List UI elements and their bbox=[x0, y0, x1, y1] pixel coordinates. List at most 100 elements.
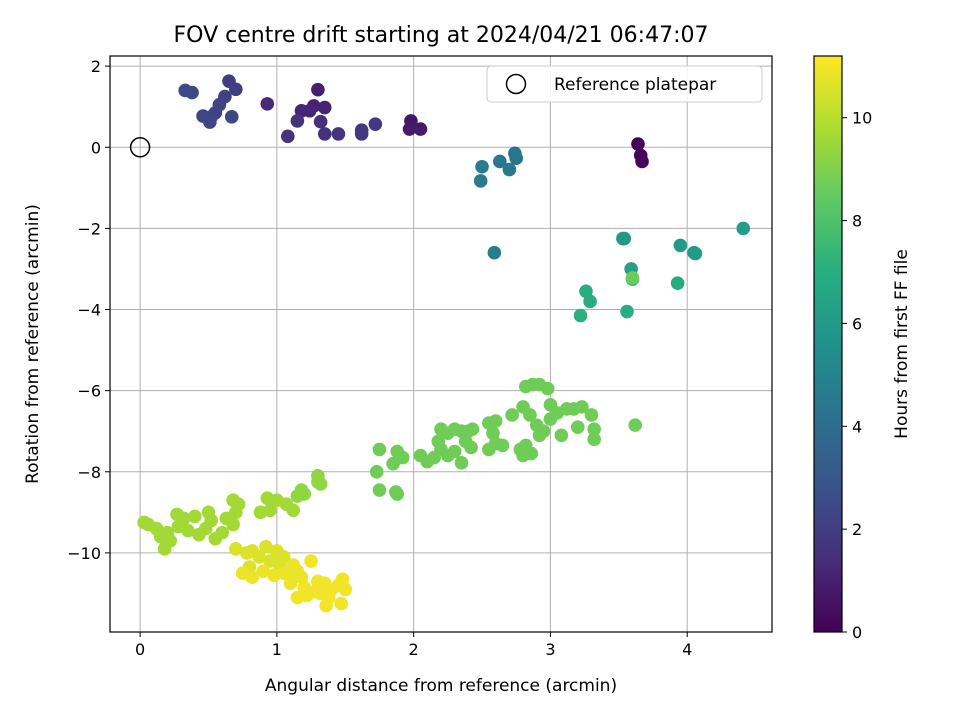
data-point bbox=[369, 464, 384, 479]
data-point bbox=[635, 154, 649, 169]
colorbar-tick-label: 4 bbox=[852, 417, 862, 436]
data-point bbox=[208, 531, 223, 546]
data-point bbox=[313, 114, 328, 129]
data-point bbox=[224, 110, 239, 124]
data-point bbox=[625, 271, 640, 285]
data-point bbox=[171, 519, 186, 534]
y-tick-label: −4 bbox=[77, 301, 101, 320]
data-point bbox=[502, 162, 517, 177]
data-point bbox=[413, 448, 428, 463]
data-point bbox=[628, 418, 643, 432]
x-axis-ticks: 0 1 2 3 4 bbox=[135, 632, 692, 659]
data-point bbox=[286, 558, 301, 572]
data-point bbox=[297, 487, 312, 501]
legend-entry-reference: Reference platepar bbox=[554, 75, 716, 95]
y-tick-label: −8 bbox=[77, 463, 101, 482]
data-point bbox=[226, 517, 240, 532]
colorbar-tick-label: 8 bbox=[852, 212, 862, 231]
chart-title: FOV centre drift starting at 2024/04/21 … bbox=[174, 23, 709, 48]
data-point bbox=[302, 103, 317, 118]
data-point bbox=[670, 276, 685, 290]
y-axis-ticks: 2 0 −2 −4 −6 −8 −10 bbox=[67, 57, 110, 563]
y-tick-label: 0 bbox=[91, 138, 101, 157]
data-point bbox=[402, 122, 417, 136]
data-point bbox=[286, 503, 301, 518]
data-point bbox=[390, 487, 405, 501]
data-point bbox=[631, 137, 645, 151]
data-point bbox=[317, 100, 332, 115]
data-point bbox=[505, 408, 519, 422]
data-point bbox=[482, 442, 496, 457]
data-point bbox=[157, 542, 172, 556]
x-tick-label: 1 bbox=[272, 640, 282, 659]
data-point bbox=[245, 570, 260, 585]
data-point bbox=[554, 428, 569, 443]
data-point bbox=[317, 127, 332, 141]
data-point bbox=[259, 540, 273, 554]
data-point bbox=[540, 381, 555, 396]
data-point bbox=[516, 448, 530, 463]
data-point bbox=[229, 542, 243, 556]
data-point bbox=[532, 428, 547, 443]
reference-platepar-marker bbox=[129, 137, 151, 158]
data-point bbox=[464, 440, 478, 455]
data-point bbox=[252, 550, 266, 564]
data-point bbox=[256, 564, 270, 578]
data-point bbox=[354, 123, 369, 138]
data-point bbox=[617, 231, 632, 246]
data-point bbox=[587, 422, 601, 436]
data-point bbox=[461, 424, 476, 439]
data-point bbox=[331, 127, 346, 141]
data-point bbox=[566, 402, 581, 416]
data-point bbox=[311, 82, 325, 97]
data-point bbox=[583, 294, 597, 309]
data-point bbox=[688, 246, 703, 261]
plot-frame bbox=[109, 55, 773, 633]
legend-box bbox=[486, 65, 763, 103]
data-point bbox=[587, 432, 601, 447]
data-point bbox=[253, 505, 268, 520]
data-point bbox=[550, 406, 565, 420]
data-point bbox=[372, 483, 387, 497]
data-point bbox=[454, 456, 469, 470]
x-tick-label: 4 bbox=[682, 640, 692, 659]
data-point bbox=[192, 527, 206, 542]
data-point bbox=[509, 151, 524, 166]
data-point bbox=[413, 122, 428, 136]
data-point bbox=[334, 596, 348, 611]
colorbar-tick-label: 2 bbox=[852, 520, 862, 539]
colorbar-tick-label: 6 bbox=[852, 314, 862, 333]
data-point bbox=[493, 154, 507, 169]
colorbar-tick-label: 10 bbox=[852, 109, 872, 128]
data-point bbox=[495, 438, 510, 453]
data-point bbox=[427, 450, 441, 465]
data-point bbox=[260, 97, 275, 111]
data-point bbox=[584, 408, 599, 422]
data-point bbox=[523, 408, 537, 422]
data-point bbox=[188, 509, 202, 524]
data-point bbox=[620, 304, 634, 319]
data-point bbox=[673, 238, 688, 253]
data-point bbox=[736, 221, 751, 236]
data-point bbox=[170, 507, 184, 522]
colorbar bbox=[813, 55, 843, 633]
data-point bbox=[203, 115, 217, 129]
data-point bbox=[229, 82, 243, 97]
y-tick-label: −10 bbox=[67, 544, 101, 563]
legend-marker bbox=[505, 73, 527, 95]
x-tick-label: 3 bbox=[545, 640, 555, 659]
colorbar-ticks: 0 2 4 6 8 10 bbox=[842, 109, 872, 642]
data-point bbox=[368, 117, 383, 131]
data-point bbox=[290, 590, 305, 605]
data-points bbox=[137, 74, 751, 613]
y-tick-label: −2 bbox=[77, 219, 101, 238]
data-point bbox=[488, 414, 503, 428]
data-point bbox=[570, 420, 585, 434]
x-axis-label: Angular distance from reference (arcmin) bbox=[265, 676, 617, 696]
data-point bbox=[447, 422, 462, 436]
grid-lines bbox=[110, 56, 772, 632]
data-point bbox=[290, 114, 305, 128]
y-axis-label: Rotation from reference (arcmin) bbox=[23, 204, 43, 484]
